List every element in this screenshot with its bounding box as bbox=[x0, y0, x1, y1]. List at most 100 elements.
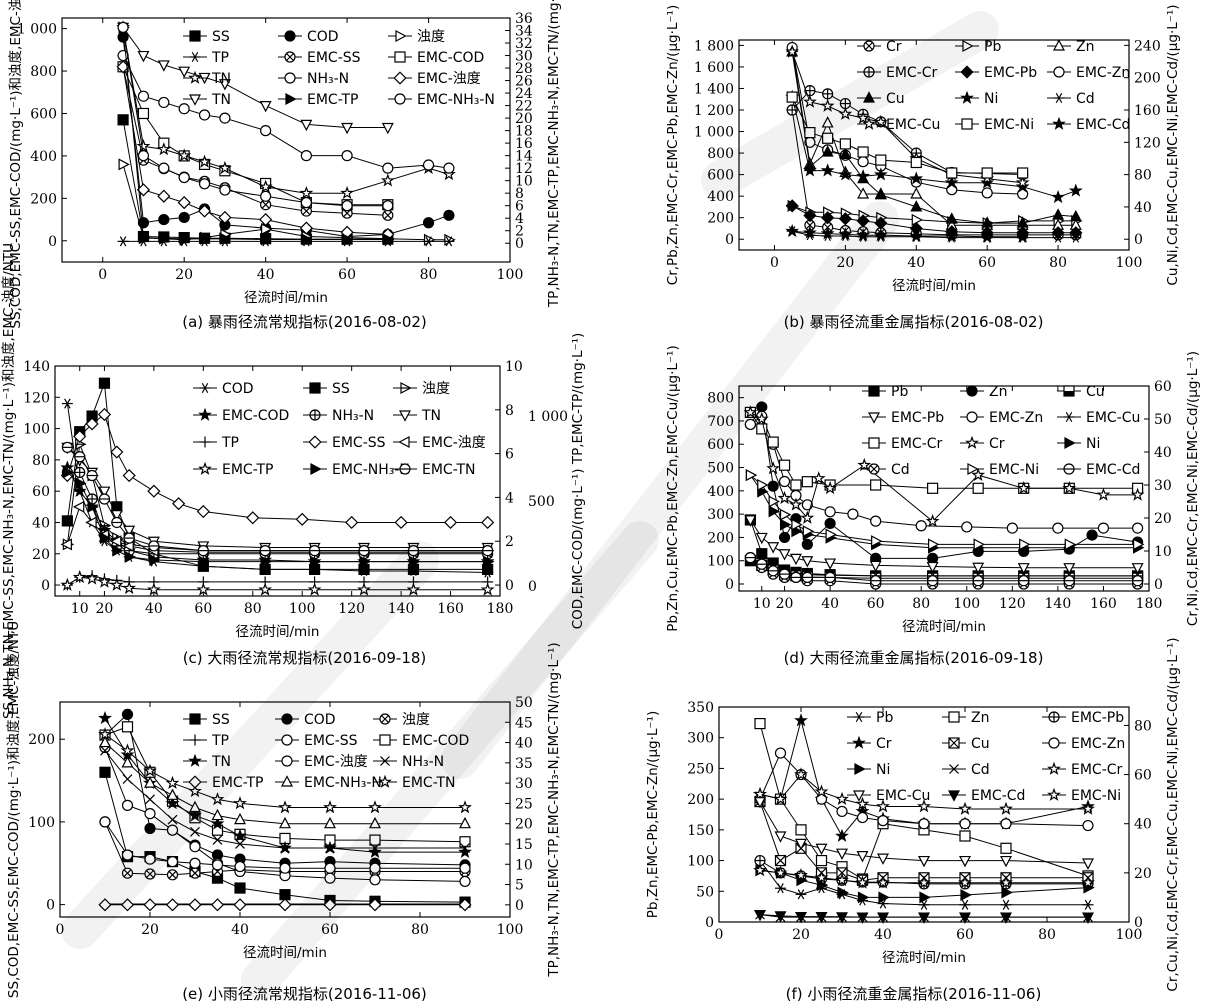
data-point-b-9-2 bbox=[820, 98, 835, 112]
legend-label-c-5: TN bbox=[421, 408, 441, 424]
y-left-tick-label-a-600: 600 bbox=[30, 106, 57, 122]
data-point-b-11-5 bbox=[873, 227, 888, 242]
data-point-f-5-10 bbox=[1082, 819, 1094, 832]
data-point-f-6-3 bbox=[816, 879, 829, 892]
legend-label-f-8: EMC-Cr bbox=[1071, 762, 1123, 778]
data-point-d-4-7 bbox=[847, 508, 859, 520]
data-point-e-2-2 bbox=[144, 868, 156, 880]
series-a-8 bbox=[116, 60, 395, 242]
data-point-d-1-3 bbox=[778, 531, 791, 544]
data-point-f-11-6 bbox=[876, 875, 890, 889]
series-e-7 bbox=[99, 816, 471, 874]
legend-entry-b-3: EMC-Cr bbox=[857, 65, 938, 81]
legend-marker-d-6 bbox=[868, 437, 880, 449]
data-point-e-1-1 bbox=[121, 708, 134, 721]
y-left-axis-label-a: SS,COD,EMC-SS,EMC-COD/(mg·L⁻¹)和浊度,EMC-浊度… bbox=[8, 0, 24, 329]
y-right-tick-label-d-0: 0 bbox=[1154, 577, 1163, 593]
legend-label-d-4: EMC-Zn bbox=[989, 410, 1043, 426]
legend-label-b-5: EMC-Zn bbox=[1076, 65, 1130, 81]
data-point-d-11-1 bbox=[756, 558, 768, 570]
legend-entry-e-0: SS bbox=[183, 712, 230, 728]
data-point-c-5-3 bbox=[98, 486, 111, 498]
legend-label-b-7: Ni bbox=[984, 91, 998, 107]
legend-entry-c-2: 浊度 bbox=[393, 381, 450, 397]
data-point-a-9-6 bbox=[259, 100, 272, 113]
legend-marker-c-6 bbox=[199, 436, 211, 448]
legend-entry-d-6: EMC-Cr bbox=[862, 436, 943, 452]
y-right-tick-label-c-6: 6 bbox=[505, 447, 514, 463]
data-point-e-6-6 bbox=[233, 828, 247, 842]
data-point-b-5-8 bbox=[981, 187, 993, 199]
y-right-axis-label-a: TP,NH₃-N,TN,EMC-TP,EMC-NH₃-N,EMC-TN/(mg·… bbox=[546, 0, 562, 308]
x-tick-label-c-10: 10 bbox=[71, 601, 89, 617]
series-b-6 bbox=[786, 45, 1082, 228]
data-point-c-11-8 bbox=[259, 545, 271, 557]
legend-marker-d-3 bbox=[868, 412, 880, 424]
data-point-d-10-11 bbox=[1064, 538, 1077, 551]
data-point-d-1-6 bbox=[824, 517, 836, 530]
data-point-a-2-6 bbox=[261, 223, 273, 236]
data-point-f-8-8 bbox=[958, 801, 972, 815]
data-point-b-11-9 bbox=[1015, 229, 1030, 243]
legend-entry-c-5: TN bbox=[393, 408, 441, 424]
legend-entry-b-6: Cu bbox=[857, 91, 905, 107]
y-left-tick-label-a-0: 0 bbox=[48, 234, 57, 250]
series-line-d-4 bbox=[750, 415, 1138, 529]
data-point-d-1-12 bbox=[1086, 529, 1098, 541]
legend-label-d-9: Cd bbox=[891, 462, 910, 478]
data-point-f-10-1 bbox=[774, 911, 787, 923]
data-point-b-7-9 bbox=[1015, 179, 1030, 193]
y-right-tick-label-a-36: 36 bbox=[515, 11, 533, 27]
data-point-a-6-8 bbox=[340, 185, 355, 200]
legend-entry-d-10: EMC-Ni bbox=[960, 462, 1039, 478]
data-point-e-9-6 bbox=[233, 898, 247, 912]
data-point-a-6-6 bbox=[258, 179, 273, 193]
legend-label-f-11: EMC-Ni bbox=[1071, 788, 1121, 804]
chart-c: 10 20 40 60 80 100 120 140 160 180径流时间/min0204060… bbox=[1, 243, 586, 719]
data-point-b-7-7 bbox=[944, 175, 959, 189]
data-point-d-3-10 bbox=[1017, 563, 1030, 575]
y-right-tick-label-d-40: 40 bbox=[1154, 445, 1172, 461]
data-point-e-11-0 bbox=[98, 727, 112, 741]
legend-entry-e-9: EMC-TP bbox=[183, 775, 263, 791]
legend-label-c-4: NH₃-N bbox=[332, 408, 374, 424]
data-point-a-7-5 bbox=[219, 112, 231, 124]
data-point-a-9-7 bbox=[300, 119, 313, 132]
legend-entry-a-5: EMC-COD bbox=[388, 50, 484, 66]
data-point-a-10-6 bbox=[261, 233, 273, 246]
plot-frame-c bbox=[54, 365, 501, 597]
data-point-f-9-0 bbox=[754, 796, 766, 809]
data-point-c-10-7 bbox=[198, 555, 211, 568]
data-point-a-1-2 bbox=[158, 213, 170, 226]
legend-marker-d-2 bbox=[1063, 385, 1075, 397]
data-point-e-7-6 bbox=[234, 860, 246, 873]
legend-label-d-10: EMC-Ni bbox=[989, 462, 1039, 478]
legend-label-b-2: Zn bbox=[1076, 39, 1094, 55]
data-point-d-1-8 bbox=[927, 552, 939, 564]
legend-entry-c-11: EMC-TN bbox=[393, 462, 476, 478]
data-point-c-7-2 bbox=[85, 417, 99, 431]
data-point-c-1-3 bbox=[98, 377, 111, 389]
data-point-b-10-6 bbox=[910, 156, 922, 169]
y-right-tick-label-a-34: 34 bbox=[515, 24, 533, 40]
data-point-f-10-8 bbox=[959, 912, 971, 924]
data-point-e-10-7 bbox=[279, 816, 291, 829]
data-point-a-6-3 bbox=[177, 148, 192, 162]
data-point-f-11-5 bbox=[855, 875, 870, 889]
data-point-b-4-1 bbox=[803, 208, 817, 223]
data-point-c-7-3 bbox=[97, 407, 112, 422]
chart-panel-c: 10 20 40 60 80 100 120 140 160 180 径流时间/min 0 20 40 60… bbox=[0, 243, 609, 719]
legend-label-b-9: EMC-Cu bbox=[886, 117, 940, 133]
data-point-f-5-6 bbox=[877, 815, 889, 827]
data-point-c-8-2 bbox=[85, 516, 97, 529]
y-left-tick-label-a-800: 800 bbox=[30, 64, 57, 80]
x-tick-label-e-80: 80 bbox=[411, 922, 429, 938]
y-right-tick-label-a-26: 26 bbox=[515, 74, 533, 90]
series-d-7 bbox=[743, 405, 1145, 528]
data-point-a-7-11 bbox=[443, 162, 455, 174]
legend-label-f-3: Cr bbox=[876, 736, 892, 752]
data-point-c-7-12 bbox=[394, 515, 408, 530]
data-point-c-10-12 bbox=[483, 555, 495, 568]
legend-entry-b-9: EMC-Cu bbox=[857, 116, 940, 133]
plot-frame-d bbox=[738, 385, 1150, 592]
